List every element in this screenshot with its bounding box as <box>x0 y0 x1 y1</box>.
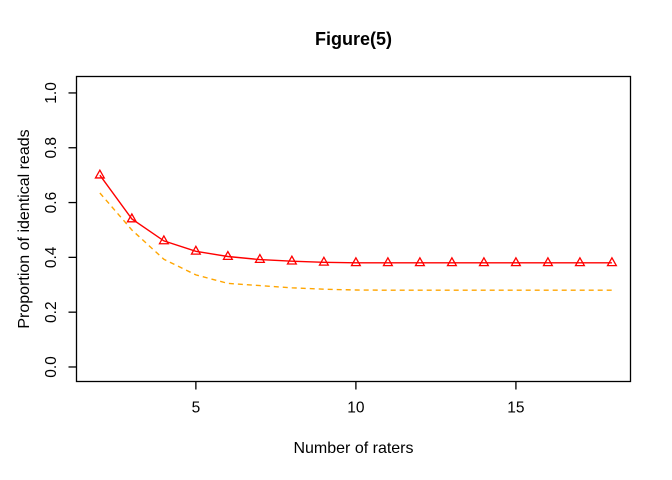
y-tick-label: 0.6 <box>43 192 60 214</box>
x-tick-label: 10 <box>347 400 365 417</box>
triangle-marker <box>286 254 298 265</box>
series-line-orange-dashed <box>99 192 612 291</box>
triangle-marker <box>606 256 618 267</box>
triangle-marker <box>414 256 426 267</box>
triangle-marker <box>478 256 490 267</box>
chart-title: Figure(5) <box>315 29 392 49</box>
triangle-marker <box>126 212 138 223</box>
x-axis-label: Number of raters <box>293 440 413 457</box>
triangle-marker <box>318 255 330 266</box>
y-tick-label: 0.0 <box>43 356 60 378</box>
triangle-marker <box>542 256 554 267</box>
y-tick-label: 0.4 <box>43 246 60 268</box>
triangle-marker <box>158 234 170 245</box>
triangle-marker <box>254 253 266 264</box>
triangle-marker <box>510 256 522 267</box>
y-tick-label: 1.0 <box>43 82 60 104</box>
series-line-red-solid-triangle <box>99 174 612 264</box>
x-tick-label: 15 <box>507 400 524 417</box>
triangle-marker <box>94 168 106 179</box>
plot-box <box>75 75 632 383</box>
y-axis-label: Proportion of identical reads <box>16 129 33 328</box>
y-tick-label: 0.8 <box>43 137 60 159</box>
y-tick-label: 0.2 <box>43 301 60 323</box>
triangle-marker <box>222 250 234 260</box>
triangle-marker <box>574 256 586 267</box>
triangle-marker <box>350 256 362 267</box>
triangle-marker <box>382 256 394 267</box>
x-tick-label: 5 <box>192 400 201 417</box>
triangle-marker <box>190 245 202 255</box>
triangle-marker <box>446 256 458 267</box>
plot-layer: 5 10 15 0.0 0.2 0.4 0.6 0.8 1.0 <box>43 75 632 417</box>
